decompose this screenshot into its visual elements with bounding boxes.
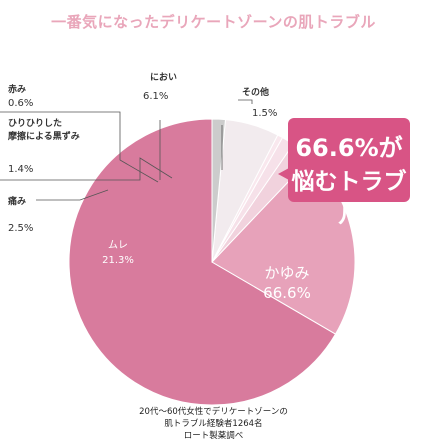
leader-line-redness [0,111,159,183]
outside-label-other: その他 [242,86,269,98]
outside-value-other: 1.5% [252,108,277,119]
survey-note-line2: 肌トラブル経験者1264名 [164,419,263,429]
callout-line1: 66.6%が [295,134,403,162]
outside-value-darkening: 1.4% [8,164,33,175]
survey-note-line3: ロート製薬調べ [183,431,244,441]
outside-label-odor: におい [150,72,177,83]
inside-value-stuffiness: 21.3% [102,255,134,266]
inside-label-stuffiness: ムレ [108,239,128,251]
callout-badge: 66.6%が 悩むトラブル [278,118,410,229]
leader-line-darkening [0,157,173,181]
inside-value-itching: 66.6% [263,284,311,302]
outside-label-darkening-line1: ひりひりした [8,118,62,129]
outside-value-pain: 2.5% [8,223,33,234]
leader-line-pain [36,189,109,201]
leader-line-other [221,99,253,170]
chart-title: 一番気になったデリケートゾーンの肌トラブル [51,13,376,31]
callout-line2: 悩むトラブル [291,169,407,229]
outside-label-darkening: 摩擦による黒ずみ [8,130,80,142]
pie-slice-itching [68,118,337,406]
outside-value-redness: 0.6% [8,98,33,109]
inside-label-itching: かゆみ [264,264,309,282]
outside-value-odor: 6.1% [143,91,168,102]
outside-label-pain: 痛み [7,195,26,207]
survey-note-line1: 20代～60代女性でデリケートゾーンの [139,407,288,417]
outside-label-redness: 赤み [8,83,26,95]
